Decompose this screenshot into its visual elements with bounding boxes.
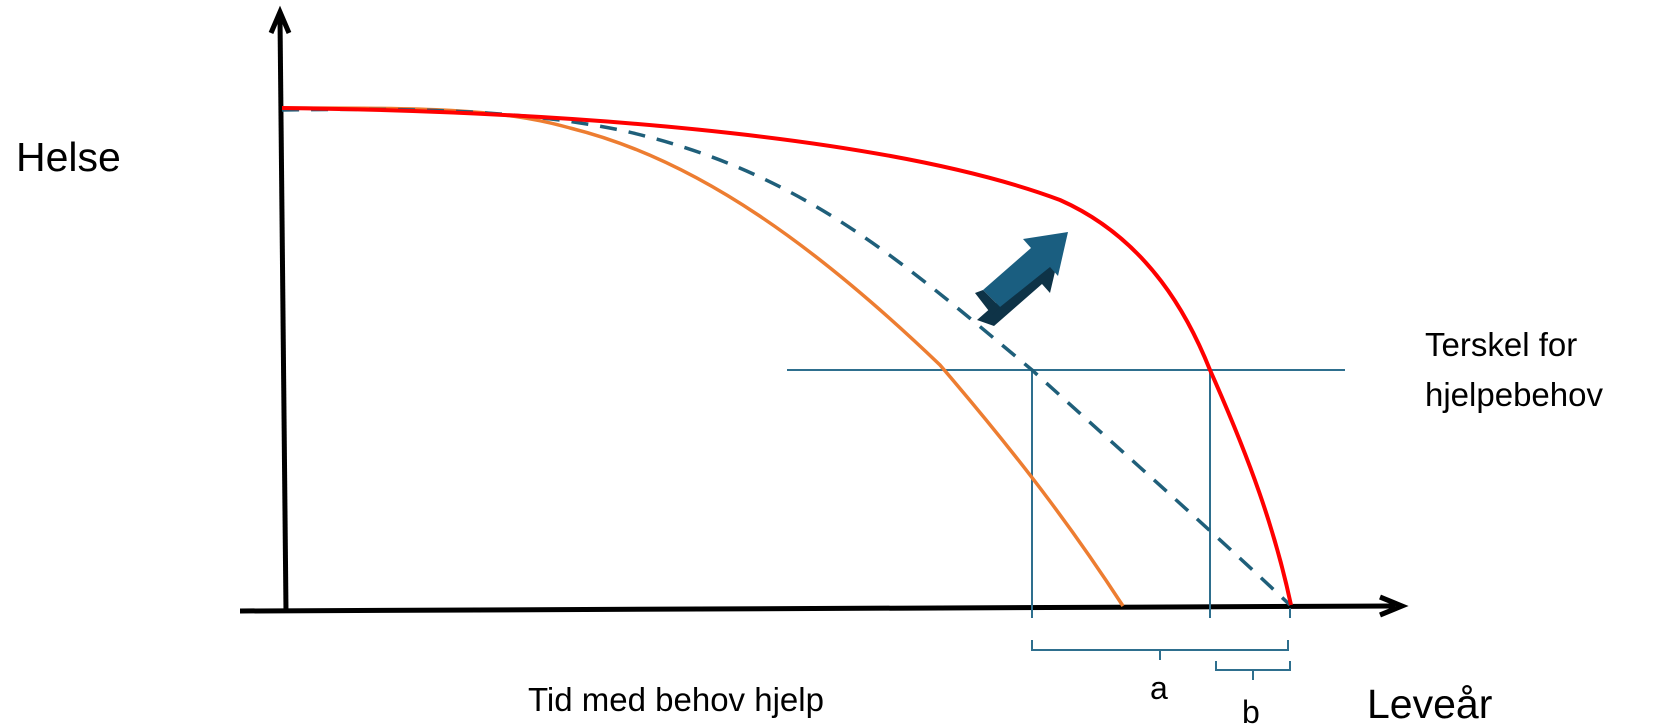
red-curve (281, 106, 1293, 606)
x-axis-arrowhead (1379, 594, 1409, 618)
bracket-a (1031, 640, 1289, 660)
bracket-b (1215, 661, 1291, 680)
x-axis-line (239, 603, 1396, 614)
bracket-b-label: b (1242, 694, 1260, 726)
y-axis-label: Helse (16, 134, 121, 180)
threshold-label-line2: hjelpebehov (1425, 376, 1603, 413)
arrow-up-right-icon (975, 232, 1068, 326)
x-axis-label: Leveår (1367, 681, 1492, 726)
y-axis-line (277, 17, 289, 613)
threshold-label-line1: Terskel for (1425, 326, 1577, 363)
bracket-a-label: a (1150, 670, 1168, 706)
time-with-help-label: Tid med behov hjelp (528, 681, 824, 718)
y-axis-arrowhead (268, 5, 292, 34)
dashed-curve (281, 107, 1292, 607)
orange-curve (281, 106, 1125, 607)
